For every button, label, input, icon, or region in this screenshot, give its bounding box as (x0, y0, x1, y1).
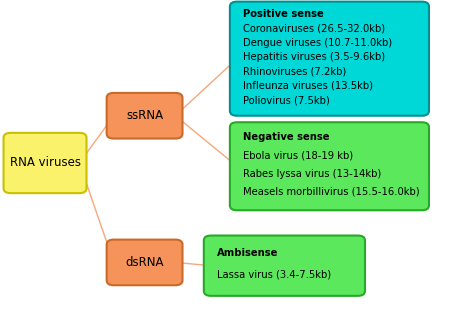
Text: Negative sense: Negative sense (243, 132, 329, 142)
Text: Coronaviruses (26.5-32.0kb): Coronaviruses (26.5-32.0kb) (243, 24, 385, 34)
Text: Ebola virus (18-19 kb): Ebola virus (18-19 kb) (243, 150, 353, 160)
FancyBboxPatch shape (107, 93, 182, 139)
Text: Dengue viruses (10.7-11.0kb): Dengue viruses (10.7-11.0kb) (243, 38, 392, 48)
Text: Lassa virus (3.4-7.5kb): Lassa virus (3.4-7.5kb) (217, 270, 331, 279)
Text: Infleunza viruses (13.5kb): Infleunza viruses (13.5kb) (243, 81, 373, 91)
FancyBboxPatch shape (230, 2, 429, 116)
Text: Positive sense: Positive sense (243, 9, 323, 19)
FancyBboxPatch shape (4, 133, 86, 193)
Text: ssRNA: ssRNA (126, 109, 163, 122)
Text: Hepatitis viruses (3.5-9.6kb): Hepatitis viruses (3.5-9.6kb) (243, 52, 385, 62)
Text: Poliovirus (7.5kb): Poliovirus (7.5kb) (243, 95, 329, 105)
Text: RNA viruses: RNA viruses (9, 156, 81, 170)
Text: Rhinoviruses (7.2kb): Rhinoviruses (7.2kb) (243, 67, 346, 77)
FancyBboxPatch shape (204, 235, 365, 296)
Text: Measels morbillivirus (15.5-16.0kb): Measels morbillivirus (15.5-16.0kb) (243, 187, 419, 197)
Text: Rabes lyssa virus (13-14kb): Rabes lyssa virus (13-14kb) (243, 169, 381, 179)
Text: dsRNA: dsRNA (125, 256, 164, 269)
FancyBboxPatch shape (107, 240, 182, 285)
FancyBboxPatch shape (230, 122, 429, 210)
Text: Ambisense: Ambisense (217, 247, 278, 258)
